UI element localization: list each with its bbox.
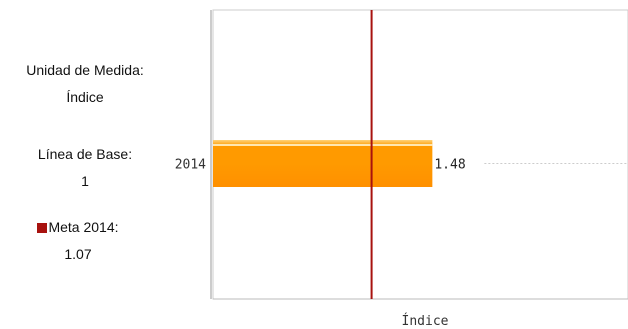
unit-of-measure-value: Índice <box>66 89 104 105</box>
baseline-label: Línea de Base: <box>37 146 133 162</box>
baseline-value: 1 <box>81 173 89 189</box>
goal-legend-entry: Meta 2014: <box>8 214 148 241</box>
bar-2014 <box>213 140 433 187</box>
y-tick-label: 2014 <box>175 158 206 173</box>
bar-value-label: 1.48 <box>434 158 465 173</box>
unit-of-measure-label: Unidad de Medida: <box>26 62 144 78</box>
x-axis-label: Índice <box>402 313 449 329</box>
unit-of-measure-info: Unidad de Medida: Índice <box>5 57 165 111</box>
goal-value: 1.07 <box>64 246 92 262</box>
goal-legend-swatch <box>37 223 48 233</box>
goal-legend: Meta 2014: 1.07 <box>8 214 148 268</box>
baseline-info: Línea de Base: 1 <box>10 141 160 195</box>
goal-label: Meta 2014: <box>48 219 119 235</box>
